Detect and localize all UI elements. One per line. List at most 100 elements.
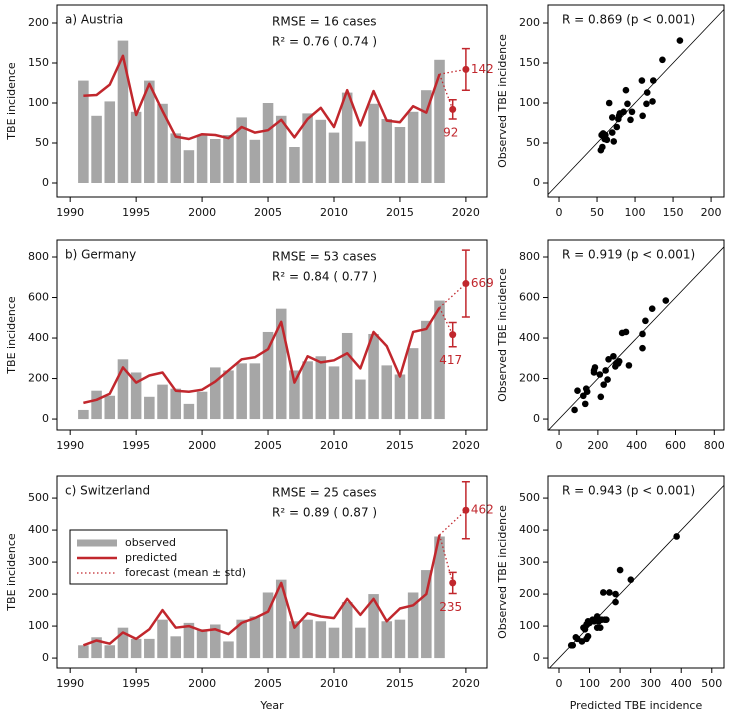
scatter-point xyxy=(615,358,623,365)
x-tick-label: 2010 xyxy=(320,206,348,219)
legend-label: predicted xyxy=(125,551,177,564)
bar xyxy=(236,117,247,183)
rmse: RMSE = 53 cases xyxy=(272,250,377,264)
bar xyxy=(223,135,234,183)
y-tick-label: 600 xyxy=(28,291,49,304)
bar xyxy=(315,119,327,183)
x-tick-label: 0 xyxy=(556,677,563,690)
y-tick-label: 500 xyxy=(519,491,540,504)
bar xyxy=(91,390,102,420)
scatter-point xyxy=(581,400,589,408)
y-axis-label: TBE incidence xyxy=(5,533,18,612)
rmse: RMSE = 16 cases xyxy=(272,15,377,29)
scatter-point xyxy=(596,624,604,631)
x-tick-label: 2020 xyxy=(452,206,480,219)
scatter-point xyxy=(590,617,598,625)
plot-frame xyxy=(56,239,488,431)
bar xyxy=(170,388,181,420)
bar xyxy=(236,619,247,659)
forecast-point xyxy=(449,579,457,587)
x-tick-label: 300 xyxy=(640,677,661,690)
x-tick-label: 500 xyxy=(701,677,722,690)
scatter-point xyxy=(639,112,646,120)
value-label: 462 xyxy=(471,503,494,517)
predicted-line xyxy=(82,534,441,647)
bar xyxy=(78,80,89,183)
plot-frame xyxy=(56,4,488,198)
bar xyxy=(407,111,419,183)
plot-area xyxy=(78,249,470,420)
y-tick-label: 400 xyxy=(28,523,49,536)
x-tick-label: 1990 xyxy=(56,439,84,452)
plot-frame xyxy=(547,475,725,669)
bar xyxy=(78,409,89,420)
x-tick-label: 100 xyxy=(579,677,600,690)
bar xyxy=(302,113,313,183)
bar xyxy=(130,111,142,183)
x-tick-label: 2000 xyxy=(188,677,216,690)
scatter-point xyxy=(583,388,591,396)
forecast-connector xyxy=(438,307,454,335)
scatter-point xyxy=(578,638,586,645)
scatter-point xyxy=(605,99,613,107)
scatter-point xyxy=(627,116,634,124)
value-label: 669 xyxy=(471,276,494,290)
bar xyxy=(341,602,353,659)
bar xyxy=(262,331,274,420)
y-tick-label: 50 xyxy=(35,136,49,149)
y-tick-label: 300 xyxy=(28,555,49,568)
y-tick-label: 100 xyxy=(28,96,49,109)
x-tick-label: 2020 xyxy=(452,439,480,452)
x-tick-label: 1995 xyxy=(122,206,150,219)
forecast-point xyxy=(449,105,457,113)
bar xyxy=(210,624,221,659)
panel-title: b) Germany xyxy=(65,248,136,262)
y-axis-label: Observed TBE incidence xyxy=(496,505,509,639)
x-tick-label: 2015 xyxy=(386,439,414,452)
bar xyxy=(328,132,340,183)
forecast-point xyxy=(462,506,470,514)
predicted-line xyxy=(83,54,441,141)
scatter-point xyxy=(676,37,684,44)
x-tick-label: 200 xyxy=(701,206,722,219)
bar xyxy=(434,536,445,659)
y-tick-label: 200 xyxy=(519,372,540,385)
value-label: 235 xyxy=(439,600,462,614)
plot-area xyxy=(548,8,724,196)
rmse: RMSE = 25 cases xyxy=(272,486,377,500)
bar xyxy=(157,103,168,183)
y-axis-label: Observed TBE incidence xyxy=(496,268,509,402)
bar xyxy=(91,115,102,183)
scatter-point xyxy=(599,143,606,151)
bar xyxy=(341,92,353,183)
scatter-point xyxy=(574,387,581,395)
scatter-point xyxy=(600,589,607,596)
x-tick-label: 600 xyxy=(665,439,686,452)
bar xyxy=(394,374,406,420)
bar xyxy=(421,320,432,420)
x-tick-label: 1995 xyxy=(122,677,150,690)
x-tick-label: 200 xyxy=(610,677,631,690)
bar xyxy=(394,127,406,183)
y-tick-label: 150 xyxy=(28,56,49,69)
bar xyxy=(289,147,300,183)
bar xyxy=(407,348,419,420)
x-tick-label: 2000 xyxy=(188,206,216,219)
bar xyxy=(157,384,168,420)
forecast-point xyxy=(462,65,470,73)
y-axis-label: TBE incidence xyxy=(5,296,18,375)
bar xyxy=(275,115,287,183)
bar xyxy=(368,103,379,183)
y-tick-label: 400 xyxy=(28,331,49,344)
legend-label: observed xyxy=(125,536,176,549)
bar xyxy=(407,592,419,659)
bar xyxy=(157,619,168,659)
forecast-point xyxy=(449,331,457,339)
scatter-point xyxy=(600,381,607,388)
scatter-point xyxy=(584,617,592,625)
y-tick-label: 100 xyxy=(519,619,540,632)
x-tick-label: 2005 xyxy=(254,677,282,690)
forecast-connector xyxy=(439,283,467,309)
scatter-point xyxy=(639,330,646,338)
